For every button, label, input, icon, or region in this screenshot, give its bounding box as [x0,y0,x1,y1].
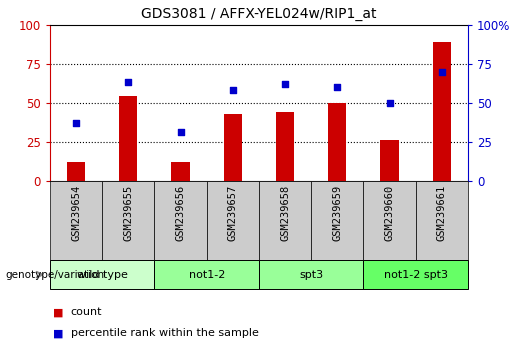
Point [281,81,289,87]
Bar [363,181,416,260]
Text: GSM239658: GSM239658 [280,184,290,241]
Point [229,87,237,93]
Point [124,80,133,85]
Text: GSM239660: GSM239660 [385,184,395,241]
Bar [381,140,399,181]
Point [72,120,80,126]
Bar [328,103,346,181]
Text: GSM239657: GSM239657 [228,184,238,241]
Bar [119,96,137,181]
Bar [433,42,451,181]
Bar [172,162,190,181]
Bar [259,260,363,289]
Bar [207,181,259,260]
Bar [154,260,259,289]
Text: wild type: wild type [77,270,127,280]
Text: GSM239656: GSM239656 [176,184,186,241]
Text: spt3: spt3 [299,270,323,280]
Bar [311,181,363,260]
Bar [224,114,242,181]
Text: ■: ■ [53,329,63,338]
Text: GSM239661: GSM239661 [437,184,447,241]
Bar [50,181,102,260]
Bar [363,260,468,289]
Bar [259,181,311,260]
Bar [102,181,154,260]
Text: GSM239654: GSM239654 [71,184,81,241]
Bar [50,260,154,289]
Title: GDS3081 / AFFX-YEL024w/RIP1_at: GDS3081 / AFFX-YEL024w/RIP1_at [141,7,376,21]
Text: percentile rank within the sample: percentile rank within the sample [71,329,258,338]
Text: genotype/variation: genotype/variation [5,270,105,280]
Bar [154,181,207,260]
Text: not1-2: not1-2 [189,270,225,280]
Point [438,69,446,74]
Point [176,130,185,135]
Text: GSM239655: GSM239655 [123,184,133,241]
Point [385,100,394,105]
Text: not1-2 spt3: not1-2 spt3 [384,270,448,280]
Point [333,84,342,90]
Bar [67,162,85,181]
Text: count: count [71,307,102,317]
Text: ■: ■ [53,307,63,317]
Bar [416,181,468,260]
Text: GSM239659: GSM239659 [332,184,342,241]
Bar [276,112,294,181]
